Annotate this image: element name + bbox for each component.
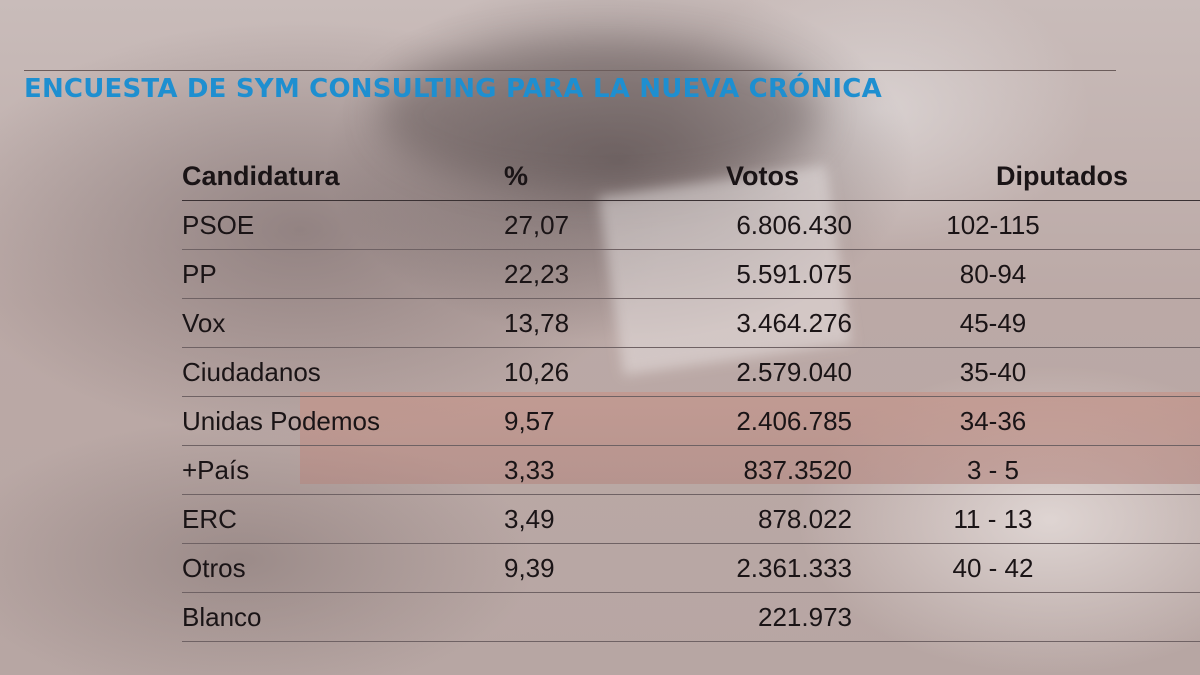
cell-seats-value: 45-49 bbox=[959, 308, 1027, 338]
cell-percent: 13,78 bbox=[502, 298, 662, 348]
cell-percent: 3,49 bbox=[502, 494, 662, 544]
table-row: ERC 3,49 878.022 11 - 13 bbox=[182, 494, 1200, 544]
table-row: Unidas Podemos 9,57 2.406.785 34-36 bbox=[182, 396, 1200, 446]
table-row: Blanco 221.973 bbox=[182, 592, 1200, 642]
cell-votes: 5.591.075 bbox=[662, 249, 872, 299]
cell-party: PSOE bbox=[182, 200, 502, 250]
column-header-percent: % bbox=[502, 152, 662, 201]
cell-percent: 10,26 bbox=[502, 347, 662, 397]
cell-seats: 3 - 5 bbox=[872, 445, 1200, 495]
cell-votes: 878.022 bbox=[662, 494, 872, 544]
cell-percent: 22,23 bbox=[502, 249, 662, 299]
cell-party: Otros bbox=[182, 543, 502, 593]
cell-party: ERC bbox=[182, 494, 502, 544]
cell-seats: 11 - 13 bbox=[872, 494, 1200, 544]
cell-seats-value: 3 - 5 bbox=[966, 455, 1020, 485]
table-row: PP 22,23 5.591.075 80-94 bbox=[182, 249, 1200, 299]
column-header-diputados: Diputados bbox=[872, 152, 1200, 201]
cell-votes: 3.464.276 bbox=[662, 298, 872, 348]
cell-party: Blanco bbox=[182, 592, 502, 642]
cell-seats-value: 40 - 42 bbox=[952, 553, 1034, 583]
table-header-row: Candidatura % Votos Diputados bbox=[182, 152, 1200, 201]
cell-votes: 2.361.333 bbox=[662, 543, 872, 593]
table-body: PSOE 27,07 6.806.430 102-115 PP 22,23 5.591.07… bbox=[182, 200, 1200, 642]
cell-seats-value: 11 - 13 bbox=[953, 504, 1033, 534]
cell-seats bbox=[872, 592, 1200, 642]
cell-party: Ciudadanos bbox=[182, 347, 502, 397]
top-rule bbox=[24, 70, 1116, 71]
cell-seats: 45-49 bbox=[872, 298, 1200, 348]
cell-party: Unidas Podemos bbox=[182, 396, 502, 446]
cell-party: Vox bbox=[182, 298, 502, 348]
cell-seats: 35-40 bbox=[872, 347, 1200, 397]
cell-seats-value: 35-40 bbox=[959, 357, 1027, 387]
poll-results-table: Candidatura % Votos Diputados PSOE 27,07 6… bbox=[182, 152, 1200, 642]
table-row: Vox 13,78 3.464.276 45-49 bbox=[182, 298, 1200, 348]
column-header-candidatura: Candidatura bbox=[182, 152, 502, 201]
cell-percent: 27,07 bbox=[502, 200, 662, 250]
table-row: +País 3,33 837.3520 3 - 5 bbox=[182, 445, 1200, 495]
cell-percent: 9,57 bbox=[502, 396, 662, 446]
cell-seats-value: 80-94 bbox=[959, 259, 1027, 289]
column-header-votos: Votos bbox=[662, 152, 872, 201]
cell-percent: 3,33 bbox=[502, 445, 662, 495]
cell-votes: 2.406.785 bbox=[662, 396, 872, 446]
cell-percent bbox=[502, 592, 662, 642]
table-row: Otros 9,39 2.361.333 40 - 42 bbox=[182, 543, 1200, 593]
table-row: Ciudadanos 10,26 2.579.040 35-40 bbox=[182, 347, 1200, 397]
poll-title: ENCUESTA DE SYM CONSULTING PARA LA NUEVA… bbox=[24, 74, 882, 104]
cell-seats: 40 - 42 bbox=[872, 543, 1200, 593]
cell-votes: 221.973 bbox=[662, 592, 872, 642]
cell-seats-value: 102-115 bbox=[946, 210, 1040, 240]
cell-seats: 34-36 bbox=[872, 396, 1200, 446]
cell-votes: 2.579.040 bbox=[662, 347, 872, 397]
table-row: PSOE 27,07 6.806.430 102-115 bbox=[182, 200, 1200, 250]
cell-party: PP bbox=[182, 249, 502, 299]
cell-percent: 9,39 bbox=[502, 543, 662, 593]
cell-seats: 80-94 bbox=[872, 249, 1200, 299]
cell-seats: 102-115 bbox=[872, 200, 1200, 250]
cell-seats-value: 34-36 bbox=[959, 406, 1027, 436]
cell-votes: 6.806.430 bbox=[662, 200, 872, 250]
cell-party: +País bbox=[182, 445, 502, 495]
cell-votes: 837.3520 bbox=[662, 445, 872, 495]
